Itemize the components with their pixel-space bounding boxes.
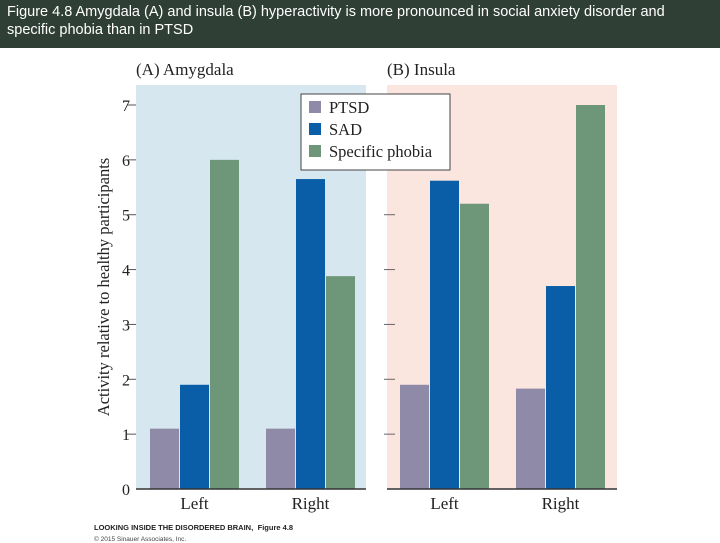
y-tick-label: 1 <box>122 427 130 444</box>
panel-title: (A) Amygdala <box>136 60 234 79</box>
legend-label: PTSD <box>329 98 369 117</box>
bar-ptsd <box>266 428 295 489</box>
bar-sad <box>180 384 209 489</box>
bar-ptsd <box>516 388 545 489</box>
y-tick-label: 3 <box>122 317 130 334</box>
x-tick-label: Left <box>180 494 209 513</box>
figure-credit: LOOKING INSIDE THE DISORDERED BRAIN, Fig… <box>94 517 293 543</box>
caption-bar: Figure 4.8 Amygdala (A) and insula (B) h… <box>0 0 720 48</box>
y-axis-label: Activity relative to healthy participant… <box>94 158 113 416</box>
y-tick-label: 2 <box>122 372 130 389</box>
y-tick-label: 5 <box>122 208 130 225</box>
bar-sad <box>296 179 325 490</box>
x-tick-label: Right <box>292 494 330 513</box>
bar-sad <box>430 180 459 489</box>
y-axis: 0 1 2 3 4 5 6 7 Activity relative to healthy par… <box>94 98 130 499</box>
y-tick-label: 4 <box>122 263 130 280</box>
legend-swatch <box>309 101 321 113</box>
y-tick-label: 6 <box>122 153 130 170</box>
credit-book-title: LOOKING INSIDE THE DISORDERED BRAIN, <box>94 523 254 532</box>
bar-specific-phobia <box>210 159 239 489</box>
legend-swatch <box>309 123 321 135</box>
bar-specific-phobia <box>460 203 489 489</box>
panel-insula: (B) Insula Left Right <box>384 60 617 513</box>
x-tick-label: Right <box>542 494 580 513</box>
figure-caption: Figure 4.8 Amygdala (A) and insula (B) h… <box>7 4 665 38</box>
bar-ptsd <box>400 384 429 489</box>
legend-label: SAD <box>329 120 362 139</box>
credit-figure-number: Figure 4.8 <box>257 523 294 532</box>
legend-swatch <box>309 145 321 157</box>
bar-sad <box>546 286 575 489</box>
legend-box <box>300 93 451 171</box>
bar-ptsd <box>150 428 179 489</box>
bar-specific-phobia <box>576 105 605 489</box>
panel-title: (B) Insula <box>387 60 456 79</box>
legend-label: Specific phobia <box>329 142 433 161</box>
y-tick-label: 0 <box>122 482 130 499</box>
legend: PTSD SAD Specific phobia <box>300 93 451 171</box>
bar-specific-phobia <box>326 276 355 489</box>
x-tick-label: Left <box>430 494 459 513</box>
y-tick-label: 7 <box>122 98 130 115</box>
